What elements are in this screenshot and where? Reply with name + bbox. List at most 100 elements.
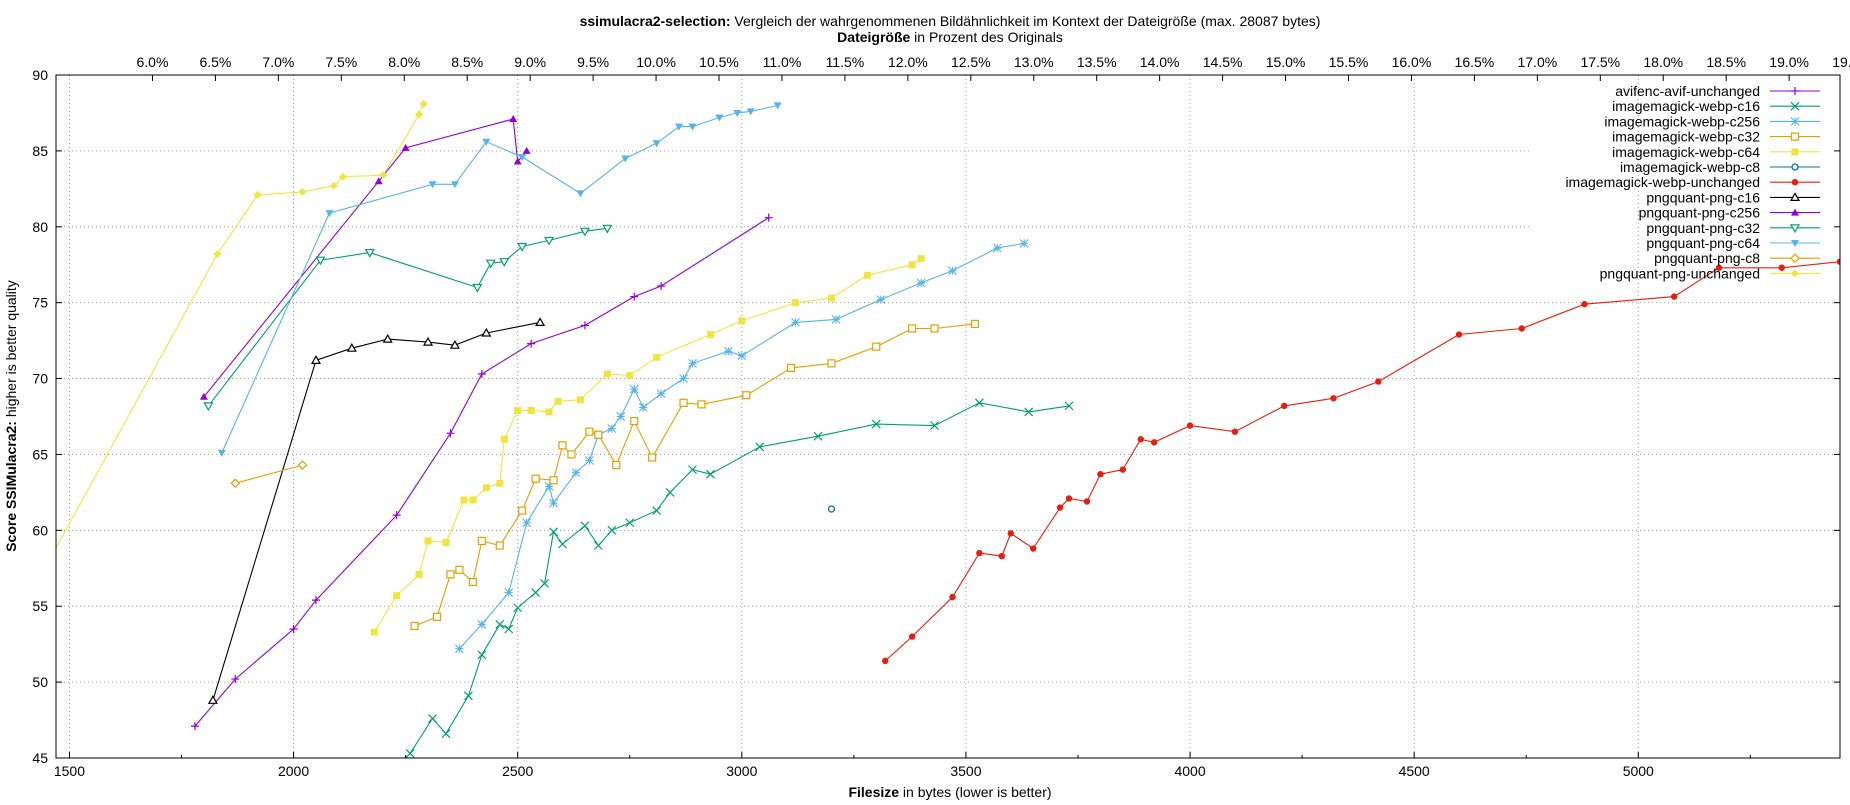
data-point xyxy=(190,722,199,731)
data-point xyxy=(1150,439,1158,446)
data-point xyxy=(48,552,56,560)
legend-marker xyxy=(1791,240,1799,247)
data-point xyxy=(379,171,388,180)
data-point xyxy=(992,243,1002,253)
series-line xyxy=(884,261,1840,662)
series-pngquant-png-c8 xyxy=(230,460,308,489)
data-point xyxy=(742,391,751,400)
data-point xyxy=(231,675,240,684)
x-tick-label: 2500 xyxy=(502,763,533,779)
data-point xyxy=(207,695,218,704)
legend-label: imagemagick-webp-c256 xyxy=(1604,113,1760,129)
data-point xyxy=(976,549,983,557)
data-point xyxy=(930,324,939,333)
data-point xyxy=(706,331,714,339)
data-point xyxy=(382,333,393,343)
data-point xyxy=(346,342,357,352)
data-point xyxy=(558,539,567,549)
x2-tick-label: 17.5% xyxy=(1580,54,1620,70)
data-point xyxy=(1083,498,1091,505)
x2-tick-label: 8.5% xyxy=(451,54,483,70)
data-point xyxy=(723,346,733,356)
series-pngquant-png-c64 xyxy=(217,102,782,457)
x2-tick-label: 9.0% xyxy=(514,54,546,70)
x2-tick-label: 16.5% xyxy=(1455,54,1495,70)
data-point xyxy=(482,484,490,492)
data-point xyxy=(827,359,836,368)
data-point xyxy=(500,435,508,443)
data-point xyxy=(621,155,630,163)
data-point xyxy=(472,283,483,293)
data-point xyxy=(612,460,621,470)
data-point xyxy=(477,650,487,660)
x2-tick-label: 6.0% xyxy=(137,54,169,70)
data-point xyxy=(455,565,464,574)
data-point xyxy=(1581,300,1588,308)
data-point xyxy=(213,250,222,259)
data-point xyxy=(653,353,661,361)
data-point xyxy=(401,143,410,151)
data-point xyxy=(513,603,523,613)
data-point xyxy=(1518,325,1525,332)
data-point xyxy=(602,224,613,234)
legend-label: pngquant-png-c64 xyxy=(1646,235,1760,251)
data-point xyxy=(652,506,662,516)
data-point xyxy=(1137,436,1144,443)
legend-label: imagemagick-webp-c8 xyxy=(1620,159,1760,175)
data-point xyxy=(522,146,531,154)
data-point xyxy=(715,114,724,122)
data-point xyxy=(495,620,505,629)
legend-marker xyxy=(1791,179,1799,186)
data-point xyxy=(746,108,755,116)
data-point xyxy=(325,210,334,218)
ticks: 45 50 55 60 65 70 75 80 85 90 1500 2000 2500 3000 3500… xyxy=(32,54,1850,779)
data-point xyxy=(460,496,468,504)
data-point xyxy=(481,327,492,337)
series-avifenc-avif-unchanged xyxy=(190,213,773,731)
data-point xyxy=(697,400,706,409)
data-point xyxy=(311,596,320,605)
data-point xyxy=(199,392,208,400)
series-line xyxy=(56,103,425,550)
legend-label: imagemagick-webp-c32 xyxy=(1612,129,1760,145)
y-tick-label: 45 xyxy=(32,750,48,766)
data-point xyxy=(827,505,836,513)
plot-frame xyxy=(55,74,1841,759)
data-point xyxy=(1064,401,1074,411)
legend-marker xyxy=(1791,269,1799,278)
data-point xyxy=(1007,530,1014,537)
legend-label: pngquant-png-c32 xyxy=(1646,220,1760,236)
data-point xyxy=(509,115,518,123)
series-imagemagick-webp-c16 xyxy=(405,398,1074,758)
data-point xyxy=(882,657,889,665)
data-point xyxy=(527,339,536,348)
data-point xyxy=(549,527,558,537)
x2-tick-label: 17.0% xyxy=(1517,54,1557,70)
x2-tick-label: 12.0% xyxy=(888,54,928,70)
x-tick-label: 4000 xyxy=(1174,763,1205,779)
data-point xyxy=(450,181,459,189)
data-point xyxy=(1186,422,1194,429)
x2-tick-label: 18.0% xyxy=(1643,54,1683,70)
data-point xyxy=(876,295,886,305)
data-point xyxy=(477,536,486,546)
data-point xyxy=(549,498,558,508)
x2-tick-label: 7.0% xyxy=(262,54,294,70)
data-point xyxy=(625,518,635,528)
data-point xyxy=(424,537,432,545)
data-point xyxy=(441,729,451,739)
x2-tick-label: 13.0% xyxy=(1014,54,1054,70)
data-point xyxy=(585,427,594,436)
data-point xyxy=(423,336,434,346)
legend-label: pngquant-png-unchanged xyxy=(1600,265,1760,281)
x2-tick-label: 10.0% xyxy=(636,54,676,70)
data-point xyxy=(916,278,926,288)
series-imagemagick-webp-unchanged xyxy=(882,258,1840,665)
series-imagemagick-webp-c256 xyxy=(455,239,1029,654)
data-point xyxy=(522,518,532,528)
series-line xyxy=(373,258,922,633)
data-point xyxy=(579,227,590,237)
data-point xyxy=(630,292,639,301)
data-point xyxy=(665,487,675,497)
data-point xyxy=(607,424,617,434)
